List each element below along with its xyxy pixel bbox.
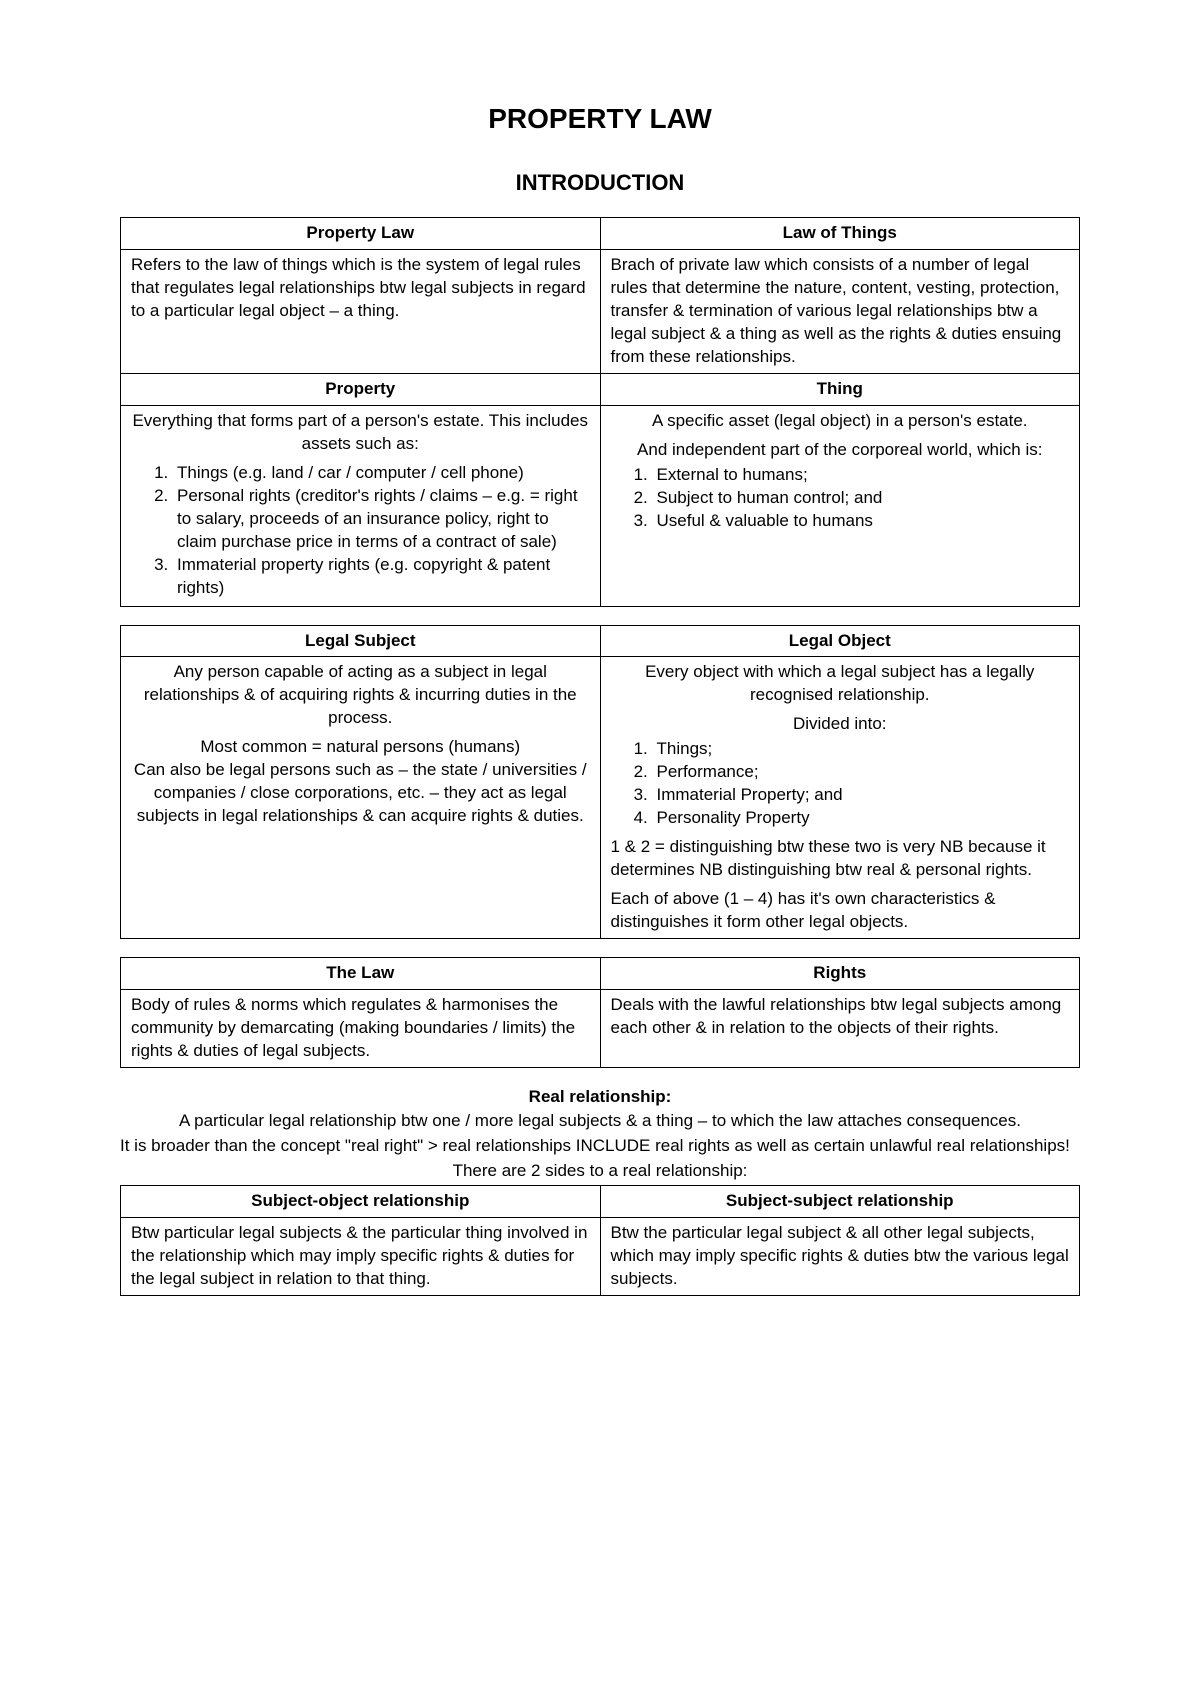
cell-legalobject-header: Legal Object bbox=[600, 625, 1080, 657]
cell-subjectobject-header: Subject-object relationship bbox=[121, 1186, 601, 1218]
legalobject-p1: Every object with which a legal subject … bbox=[611, 661, 1070, 707]
list-item: External to humans; bbox=[653, 464, 1070, 487]
subtitle: INTRODUCTION bbox=[120, 168, 1080, 198]
legalsubject-p3: Can also be legal persons such as – the … bbox=[131, 759, 590, 828]
cell-thelaw-body: Body of rules & norms which regulates & … bbox=[121, 989, 601, 1067]
cell-rights-body: Deals with the lawful relationships btw … bbox=[600, 989, 1080, 1067]
table-definitions-3: The Law Rights Body of rules & norms whi… bbox=[120, 957, 1080, 1068]
legalsubject-p2: Most common = natural persons (humans) bbox=[131, 736, 590, 759]
legalsubject-p1: Any person capable of acting as a subjec… bbox=[131, 661, 590, 730]
cell-subjectobject-body: Btw particular legal subjects & the part… bbox=[121, 1218, 601, 1296]
cell-thelaw-header: The Law bbox=[121, 957, 601, 989]
property-intro: Everything that forms part of a person's… bbox=[131, 410, 590, 456]
cell-property-header: Property bbox=[121, 374, 601, 406]
cell-legalobject-body: Every object with which a legal subject … bbox=[600, 657, 1080, 938]
table-definitions-1: Property Law Law of Things Refers to the… bbox=[120, 217, 1080, 606]
thing-p2: And independent part of the corporeal wo… bbox=[611, 439, 1070, 462]
cell-lawofthings-header: Law of Things bbox=[600, 218, 1080, 250]
list-item: Performance; bbox=[653, 761, 1070, 784]
list-item: Things (e.g. land / car / computer / cel… bbox=[173, 462, 590, 485]
legalobject-list: Things; Performance; Immaterial Property… bbox=[653, 738, 1070, 830]
main-title: PROPERTY LAW bbox=[120, 100, 1080, 138]
table-definitions-2: Legal Subject Legal Object Any person ca… bbox=[120, 625, 1080, 939]
cell-legalsubject-body: Any person capable of acting as a subjec… bbox=[121, 657, 601, 938]
cell-propertylaw-header: Property Law bbox=[121, 218, 601, 250]
cell-subjectsubject-body: Btw the particular legal subject & all o… bbox=[600, 1218, 1080, 1296]
list-item: Personality Property bbox=[653, 807, 1070, 830]
real-relationship-p2: It is broader than the concept "real rig… bbox=[120, 1135, 1080, 1158]
cell-propertylaw-body: Refers to the law of things which is the… bbox=[121, 250, 601, 374]
legalobject-p2: Divided into: bbox=[611, 713, 1070, 736]
real-relationship-p3: There are 2 sides to a real relationship… bbox=[120, 1160, 1080, 1183]
cell-property-body: Everything that forms part of a person's… bbox=[121, 406, 601, 607]
thing-p1: A specific asset (legal object) in a per… bbox=[611, 410, 1070, 433]
legalobject-p3: 1 & 2 = distinguishing btw these two is … bbox=[611, 836, 1070, 882]
list-item: Immaterial property rights (e.g. copyrig… bbox=[173, 554, 590, 600]
cell-rights-header: Rights bbox=[600, 957, 1080, 989]
cell-legalsubject-header: Legal Subject bbox=[121, 625, 601, 657]
list-item: Things; bbox=[653, 738, 1070, 761]
cell-subjectsubject-header: Subject-subject relationship bbox=[600, 1186, 1080, 1218]
list-item: Personal rights (creditor's rights / cla… bbox=[173, 485, 590, 554]
list-item: Useful & valuable to humans bbox=[653, 510, 1070, 533]
cell-thing-body: A specific asset (legal object) in a per… bbox=[600, 406, 1080, 607]
real-relationship-p1: A particular legal relationship btw one … bbox=[120, 1110, 1080, 1133]
table-definitions-4: Subject-object relationship Subject-subj… bbox=[120, 1185, 1080, 1296]
list-item: Subject to human control; and bbox=[653, 487, 1070, 510]
list-item: Immaterial Property; and bbox=[653, 784, 1070, 807]
real-relationship-heading: Real relationship: bbox=[120, 1086, 1080, 1109]
thing-list: External to humans; Subject to human con… bbox=[653, 464, 1070, 533]
cell-lawofthings-body: Brach of private law which consists of a… bbox=[600, 250, 1080, 374]
cell-thing-header: Thing bbox=[600, 374, 1080, 406]
legalobject-p4: Each of above (1 – 4) has it's own chara… bbox=[611, 888, 1070, 934]
property-list: Things (e.g. land / car / computer / cel… bbox=[173, 462, 590, 600]
